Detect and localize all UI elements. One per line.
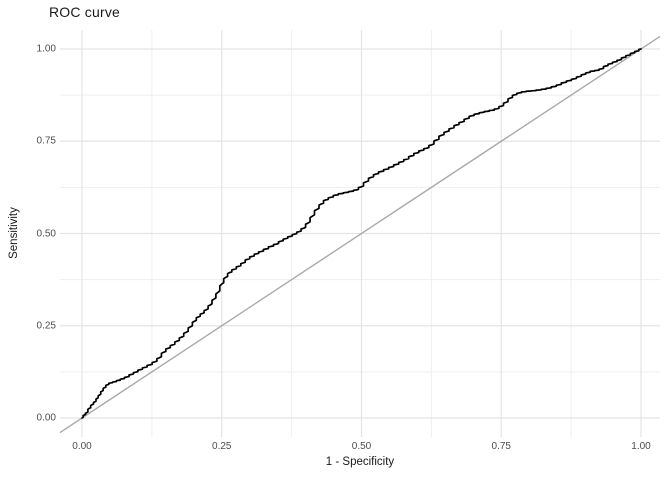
y-tick-label: 1.00 (36, 43, 56, 55)
chance-diagonal-line (59, 35, 661, 434)
x-tick-label: 0.50 (351, 441, 372, 452)
x-tick-label: 0.75 (491, 441, 511, 452)
y-tick-label: 0.25 (36, 320, 56, 332)
x-axis-title: 1 - Specificity (325, 456, 395, 468)
y-axis-title: Sensitivity (8, 207, 20, 259)
y-tick-label: 0.75 (36, 135, 56, 147)
plot-title: ROC curve (49, 4, 121, 20)
x-tick-label: 1.00 (631, 441, 651, 452)
y-tick-label: 0.50 (36, 228, 56, 239)
y-tick-label: 0.00 (36, 412, 56, 424)
x-tick-label: 0.00 (72, 441, 92, 452)
x-tick-label: 0.25 (212, 441, 232, 452)
roc-curve-line (81, 48, 642, 419)
